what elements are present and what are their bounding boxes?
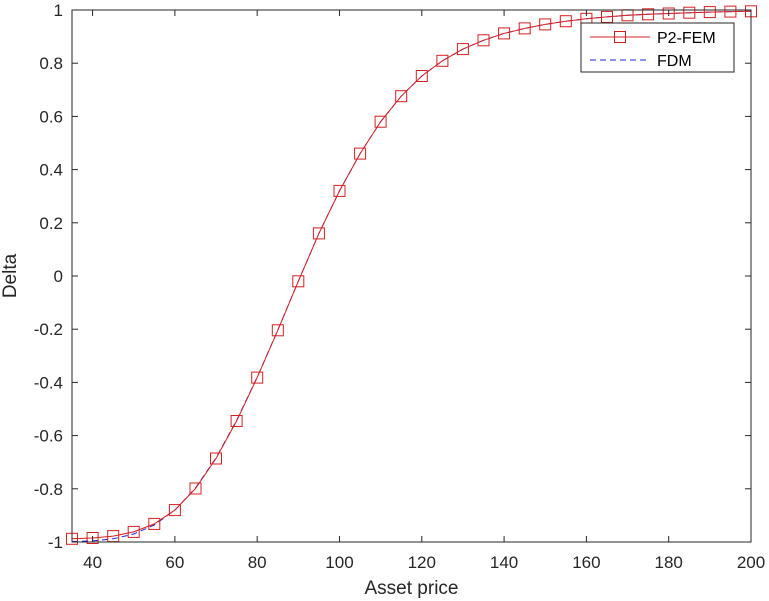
p2fem-marker [662, 7, 675, 20]
legend-fdm-label: FDM [657, 53, 692, 70]
p2fem-marker [518, 22, 531, 35]
x-axis-label: Asset price [365, 578, 459, 599]
x-tick-label: 140 [490, 553, 518, 572]
p2fem-marker [292, 275, 305, 288]
p2fem-marker [642, 8, 655, 21]
p2fem-marker [436, 54, 449, 67]
p2fem-marker [683, 6, 696, 19]
legend-box [580, 22, 735, 73]
y-tick-label: 0 [54, 267, 63, 286]
p2fem-marker [703, 6, 716, 19]
x-tick-label: 40 [83, 553, 102, 572]
p2fem-marker [230, 415, 243, 427]
y-tick-label: 0.6 [39, 107, 63, 126]
legend-p2fem-marker [614, 31, 626, 43]
p2fem-marker [415, 70, 428, 82]
x-tick-label: 160 [572, 553, 600, 572]
p2fem-marker [395, 90, 408, 103]
p2fem-marker [127, 525, 140, 538]
p2fem-marker [724, 5, 737, 18]
y-tick-label: -0.2 [34, 320, 63, 339]
p2fem-marker [333, 184, 346, 197]
series-line-p2-fem [71, 10, 752, 540]
series-layer [66, 5, 757, 545]
p2fem-marker [210, 452, 222, 465]
p2fem-marker [477, 34, 490, 47]
y-tick-label: -0.4 [34, 373, 63, 392]
y-axis: -1 -0.8 -0.6 -0.4 -0.2 0 0.2 0.4 0.6 0.8 1 [34, 1, 751, 552]
p2fem-marker [559, 15, 572, 28]
p2fem-marker [251, 371, 264, 384]
y-tick-label: 0.8 [39, 54, 63, 73]
y-axis-label: Delta [0, 253, 21, 298]
legend: P2-FEM FDM [580, 22, 735, 73]
x-axis: 40 60 80 100 120 140 160 180 200 [83, 10, 765, 572]
y-tick-label: 0.4 [39, 161, 63, 180]
p2fem-marker [601, 10, 613, 23]
x-tick-label: 200 [737, 553, 765, 572]
p2fem-marker [312, 227, 325, 240]
x-tick-label: 60 [165, 553, 184, 572]
y-tick-label: 1 [54, 1, 63, 20]
p2fem-marker [168, 504, 181, 517]
y-tick-label: 0.2 [39, 214, 63, 233]
p2fem-marker [148, 517, 161, 530]
p2fem-marker [539, 18, 552, 31]
p2fem-marker [374, 115, 387, 128]
x-tick-label: 180 [655, 553, 683, 572]
y-tick-label: -0.6 [34, 427, 63, 446]
p2fem-marker [86, 532, 99, 544]
p2fem-marker [271, 324, 284, 337]
y-tick-label: -0.8 [34, 480, 63, 499]
x-tick-label: 100 [325, 553, 353, 572]
p2fem-marker [498, 27, 511, 40]
x-tick-label: 80 [248, 553, 267, 572]
legend-p2fem-label: P2-FEM [657, 30, 716, 47]
plot-area-background [72, 10, 751, 542]
p2fem-marker [189, 482, 202, 495]
p2fem-marker [456, 43, 469, 56]
x-tick-label: 120 [408, 553, 436, 572]
y-tick-label: -1 [48, 533, 63, 552]
p2fem-marker [354, 147, 367, 160]
